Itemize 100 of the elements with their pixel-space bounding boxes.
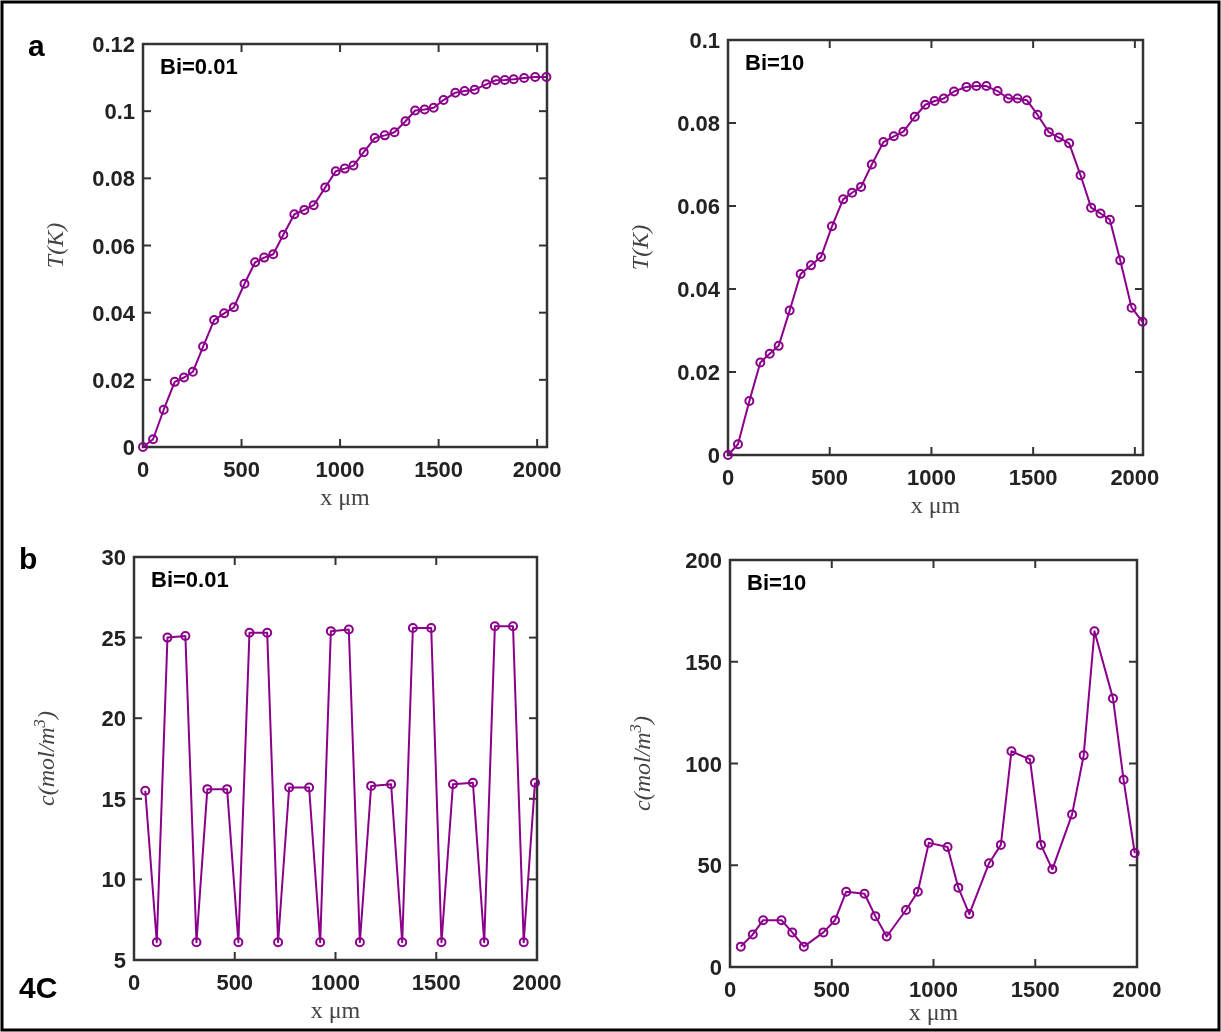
point: [209, 315, 220, 326]
point: [366, 780, 377, 791]
point: [389, 127, 400, 138]
point: [755, 357, 766, 368]
y-tick-label: 10: [101, 867, 126, 893]
point: [1107, 693, 1118, 704]
point: [481, 79, 492, 90]
point: [1043, 127, 1054, 138]
y-tick-label: 150: [685, 649, 722, 675]
point: [747, 929, 758, 940]
point: [787, 927, 798, 938]
point: [784, 305, 795, 316]
y-tick-label: 100: [685, 751, 722, 777]
y-tick-label: 0.06: [677, 194, 720, 219]
point: [806, 260, 816, 271]
point: [764, 348, 775, 359]
point: [273, 937, 284, 948]
point: [1115, 255, 1126, 266]
point: [826, 221, 837, 232]
x-tick-label: 2000: [512, 970, 562, 995]
point: [795, 269, 806, 280]
point: [250, 257, 261, 268]
point: [818, 927, 829, 938]
point: [233, 937, 244, 948]
x-tick-label: 1500: [1010, 977, 1060, 1002]
point: [479, 937, 490, 948]
text: Bi=0.01: [151, 567, 229, 592]
y-tick-label: 0.06: [92, 233, 135, 259]
point: [964, 909, 975, 920]
point: [856, 181, 867, 192]
y-tick-label: 0.08: [677, 111, 720, 136]
point: [942, 841, 953, 852]
text: b: [19, 542, 38, 575]
x-tick-label: 1500: [411, 970, 461, 995]
point: [244, 627, 255, 638]
y-axis-title: T(K): [42, 222, 68, 269]
point: [878, 137, 889, 148]
point: [228, 302, 239, 313]
point: [438, 95, 449, 106]
point: [348, 160, 359, 171]
point: [1095, 208, 1106, 219]
x-tick-label: 500: [813, 977, 851, 1002]
point: [920, 99, 931, 110]
y-tick-label: 0.02: [677, 360, 720, 385]
point: [518, 937, 529, 948]
point: [339, 163, 350, 174]
point: [419, 104, 430, 115]
point: [198, 341, 209, 352]
point: [369, 133, 380, 144]
y-tick-label: 200: [685, 548, 722, 573]
point: [343, 624, 354, 635]
point: [530, 71, 541, 82]
point: [325, 626, 336, 637]
point: [1064, 138, 1075, 149]
point: [400, 116, 411, 127]
point: [169, 376, 180, 387]
point: [866, 159, 877, 170]
point: [1126, 302, 1137, 313]
point: [162, 632, 173, 643]
x-tick-label: 500: [223, 457, 260, 482]
point: [447, 779, 458, 790]
x-tick-label: 2000: [1110, 465, 1160, 490]
point: [219, 308, 230, 319]
point: [992, 86, 1003, 97]
point: [1012, 93, 1023, 104]
text: a: [28, 29, 45, 62]
point: [450, 87, 461, 98]
x-tick-label: 2000: [512, 457, 562, 482]
point: [508, 74, 519, 85]
point: [469, 84, 480, 95]
point: [284, 782, 295, 793]
point: [859, 888, 870, 899]
point: [798, 941, 809, 952]
x-axis-title: x μm: [908, 999, 959, 1025]
x-tick-label: 1000: [315, 457, 365, 482]
point: [148, 434, 159, 445]
point: [888, 131, 899, 142]
point: [938, 93, 949, 104]
point: [929, 96, 940, 106]
point: [278, 229, 289, 240]
x-tick-label: 1000: [311, 970, 360, 995]
point: [1024, 754, 1035, 765]
point: [262, 627, 273, 638]
y-tick-label: 0.04: [92, 300, 136, 326]
point: [259, 252, 270, 263]
point: [815, 252, 826, 263]
point: [151, 937, 162, 948]
point: [776, 915, 787, 926]
point: [459, 86, 470, 97]
point: [881, 931, 892, 942]
y-tick-label: 0.12: [92, 32, 135, 57]
point: [304, 782, 315, 793]
point: [222, 784, 233, 795]
point: [870, 911, 881, 922]
point: [971, 81, 982, 92]
point: [744, 396, 755, 407]
point: [268, 249, 279, 260]
point: [508, 621, 519, 632]
y-tick-label: 15: [101, 786, 126, 812]
point: [923, 837, 934, 848]
